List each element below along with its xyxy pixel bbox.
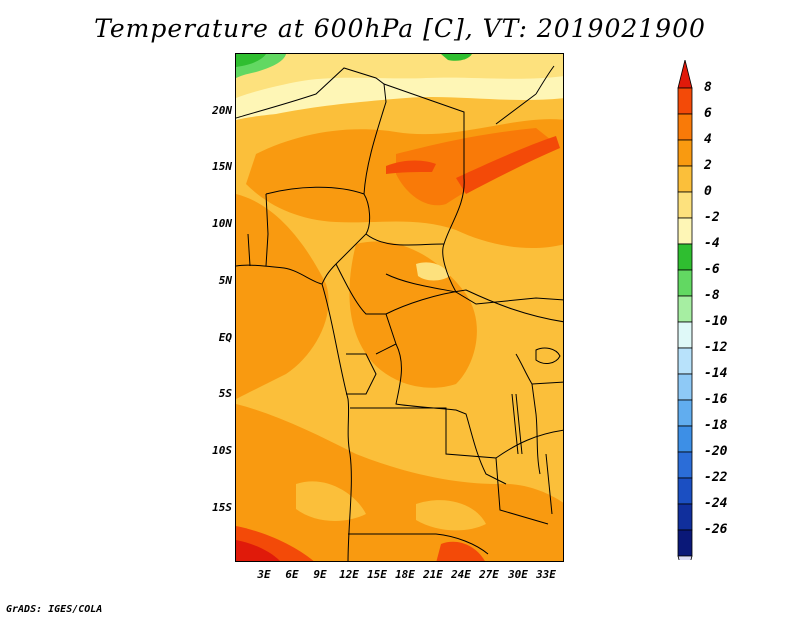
lat-label: 15S	[212, 501, 232, 514]
colorbar-segment	[677, 165, 693, 193]
lon-label: 24E	[451, 568, 471, 581]
border-car	[365, 233, 457, 293]
lat-label: 10N	[212, 217, 232, 230]
nile-east	[463, 93, 537, 178]
colorbar-segment	[677, 347, 693, 375]
colorbar-bottom-arrow	[677, 555, 693, 560]
lon-label: 9E	[313, 568, 327, 581]
colorbar-segment	[677, 373, 693, 401]
field-light-south-patch	[296, 481, 366, 521]
colorbar-segment	[677, 477, 693, 505]
lon-label: 6E	[285, 568, 299, 581]
border-east	[515, 353, 563, 475]
border-congo	[346, 353, 377, 395]
field-green-nw-dark	[236, 54, 266, 67]
colorbar-label: 8	[704, 80, 712, 95]
colorbar-label: 6	[704, 106, 712, 121]
lake-tanganyika	[511, 393, 523, 455]
colorbar-label: -16	[704, 392, 728, 407]
field-deep-orange-sahel	[396, 128, 556, 206]
colorbar-label: -8	[704, 288, 720, 303]
border-nigeria	[265, 186, 371, 285]
field-red-sw-core	[236, 540, 280, 561]
colorbar-segment	[677, 243, 693, 271]
colorbar-label: -22	[704, 470, 728, 485]
colorbar-label: 0	[704, 184, 712, 199]
border-zambia	[495, 429, 563, 459]
colorbar-segment	[677, 503, 693, 531]
lat-label: 15N	[212, 160, 232, 173]
field-deep-orange-ne	[456, 136, 560, 194]
lat-label: 5N	[218, 274, 232, 287]
border-namibia	[348, 533, 489, 555]
lon-label: 15E	[367, 568, 387, 581]
lon-label: 30E	[508, 568, 528, 581]
field-orange-west	[236, 194, 329, 399]
field-light-east	[476, 281, 563, 358]
colorbar-label: -14	[704, 366, 728, 381]
lon-label: 33E	[536, 568, 556, 581]
lon-label: 18E	[395, 568, 415, 581]
colorbar-segment	[677, 529, 693, 557]
border-niger-chad	[363, 83, 387, 195]
lat-label: 5S	[218, 387, 232, 400]
lon-label: 21E	[423, 568, 443, 581]
field-red-south	[436, 541, 485, 561]
coast-northeast	[535, 65, 555, 95]
field-deep-orange-streak	[386, 160, 436, 174]
colorbar-segment	[677, 425, 693, 453]
lat-label: EQ	[218, 331, 232, 344]
border-angola	[350, 407, 549, 525]
coastline-west-africa	[236, 264, 352, 561]
map-panel	[235, 53, 564, 562]
border-drc-north	[385, 289, 563, 323]
colorbar	[677, 60, 693, 560]
border-cameroon	[335, 263, 397, 355]
colorbar-label: -6	[704, 262, 720, 277]
border-northern	[236, 67, 465, 178]
chart-title: Temperature at 600hPa [C], VT: 201902190…	[94, 14, 706, 43]
field-green-ne	[441, 54, 472, 61]
colorbar-label: -4	[704, 236, 720, 251]
lat-label: 10S	[212, 444, 232, 457]
lon-label: 3E	[257, 568, 271, 581]
colorbar-top-arrow	[677, 60, 693, 89]
colorbar-label: 2	[704, 158, 712, 173]
lake-victoria	[535, 347, 561, 364]
colorbar-label: -20	[704, 444, 728, 459]
border-benin-togo	[247, 193, 269, 267]
colorbar-segment	[677, 269, 693, 297]
colorbar-label: -18	[704, 418, 728, 433]
colorbar-segment	[677, 87, 693, 115]
colorbar-segment	[677, 217, 693, 245]
colorbar-label: -12	[704, 340, 728, 355]
colorbar-label: -10	[704, 314, 728, 329]
colorbar-label: 4	[704, 132, 712, 147]
colorbar-label: -2	[704, 210, 720, 225]
colorbar-segment	[677, 139, 693, 167]
lon-label: 12E	[339, 568, 359, 581]
lat-label: 20N	[212, 104, 232, 117]
field-yellow-north	[236, 54, 563, 98]
colorbar-segment	[677, 321, 693, 349]
colorbar-segment	[677, 113, 693, 141]
field-light-south-patch-2	[416, 500, 486, 531]
colorbar-label: -26	[704, 522, 728, 537]
colorbar-segment	[677, 191, 693, 219]
colorbar-label: -24	[704, 496, 728, 511]
colorbar-segment	[677, 399, 693, 427]
lake-malawi	[545, 453, 553, 515]
field-pale-patch	[416, 262, 450, 281]
lon-label: 27E	[479, 568, 499, 581]
colorbar-segment	[677, 451, 693, 479]
colorbar-segment	[677, 295, 693, 323]
credit-text: GrADS: IGES/COLA	[6, 604, 103, 615]
